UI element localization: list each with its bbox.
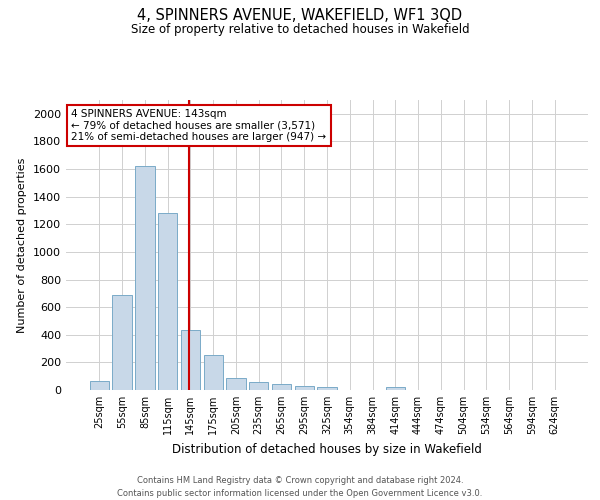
Bar xyxy=(226,378,245,390)
Text: 4 SPINNERS AVENUE: 143sqm
← 79% of detached houses are smaller (3,571)
21% of se: 4 SPINNERS AVENUE: 143sqm ← 79% of detac… xyxy=(71,108,326,142)
Bar xyxy=(386,387,405,390)
Text: Distribution of detached houses by size in Wakefield: Distribution of detached houses by size … xyxy=(172,442,482,456)
Bar xyxy=(158,213,178,390)
Bar xyxy=(295,386,314,390)
Bar xyxy=(135,166,155,390)
Text: Size of property relative to detached houses in Wakefield: Size of property relative to detached ho… xyxy=(131,22,469,36)
Y-axis label: Number of detached properties: Number of detached properties xyxy=(17,158,28,332)
Bar xyxy=(90,381,109,390)
Bar xyxy=(203,356,223,390)
Bar xyxy=(249,382,268,390)
Text: 4, SPINNERS AVENUE, WAKEFIELD, WF1 3QD: 4, SPINNERS AVENUE, WAKEFIELD, WF1 3QD xyxy=(137,8,463,22)
Text: Contains HM Land Registry data © Crown copyright and database right 2024.
Contai: Contains HM Land Registry data © Crown c… xyxy=(118,476,482,498)
Bar xyxy=(181,330,200,390)
Bar xyxy=(112,294,132,390)
Bar xyxy=(272,384,291,390)
Bar xyxy=(317,386,337,390)
